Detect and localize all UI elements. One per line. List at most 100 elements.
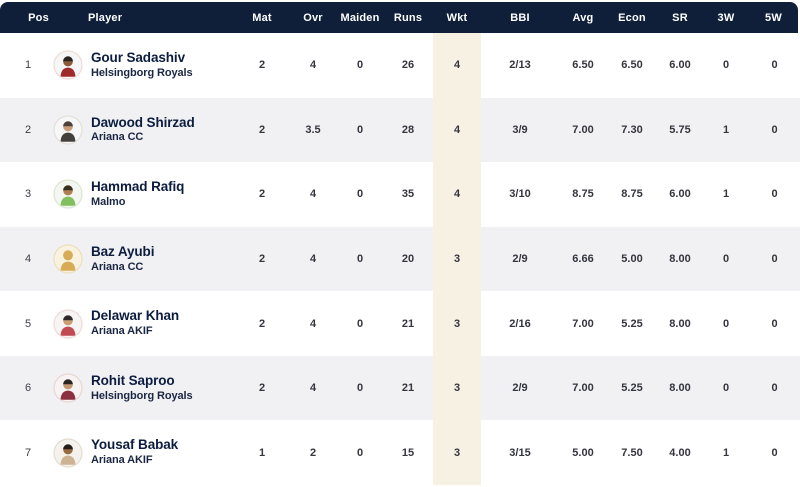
3w-value: 0 <box>722 252 730 265</box>
col-header-bbi: BBI <box>510 11 530 24</box>
3w-value: 0 <box>722 317 730 330</box>
mat-value: 2 <box>258 317 266 330</box>
position-value: 6 <box>25 382 32 395</box>
table-row: 4 Baz Ayubi Ariana CC 2 4 0 20 3 2/9 6.6… <box>0 226 800 292</box>
maiden-value: 0 <box>356 188 364 201</box>
avg-value: 6.66 <box>572 252 594 265</box>
player-name: Delawar Khan <box>91 308 180 324</box>
5w-value: 0 <box>771 446 778 459</box>
sr-value: 6.00 <box>669 188 691 201</box>
3w-value: 0 <box>722 382 730 395</box>
table-row: 1 Gour Sadashiv Helsingborg Royals 2 4 0… <box>0 33 800 98</box>
player-team: Helsingborg Royals <box>91 389 193 402</box>
col-header-runs: Runs <box>393 11 423 24</box>
econ-value: 7.50 <box>621 446 643 459</box>
mat-value: 2 <box>258 252 266 265</box>
econ-value: 6.50 <box>621 59 643 72</box>
col-header-mat: Mat <box>252 11 272 24</box>
col-header-ovr: Ovr <box>303 11 323 24</box>
5w-value: 0 <box>771 382 778 395</box>
player-team: Ariana CC <box>91 131 144 144</box>
avg-value: 6.50 <box>572 59 594 72</box>
avg-value: 7.00 <box>572 382 594 395</box>
player-name: Rohit Saproo <box>91 372 175 388</box>
ovr-value: 4 <box>309 252 317 265</box>
col-header-wkt: Wkt <box>446 11 468 24</box>
wkt-value: 3 <box>433 226 481 292</box>
sr-value: 4.00 <box>669 446 691 459</box>
player-team: Ariana AKIF <box>91 454 153 467</box>
bbi-value: 2/9 <box>512 252 528 265</box>
table-body: 1 Gour Sadashiv Helsingborg Royals 2 4 0… <box>0 33 800 485</box>
wkt-value: 3 <box>433 420 481 485</box>
player-name: Hammad Rafiq <box>91 179 185 195</box>
col-header-avg: Avg <box>572 11 594 24</box>
position-value: 1 <box>25 59 32 72</box>
player-avatar <box>53 179 83 210</box>
table-row: 2 Dawood Shirzad Ariana CC 2 3.5 0 28 4 … <box>0 97 800 163</box>
econ-value: 8.75 <box>621 188 643 201</box>
position-value: 7 <box>25 446 32 459</box>
table-row: 5 Delawar Khan Ariana AKIF 2 4 0 21 3 2/… <box>0 291 800 356</box>
5w-value: 0 <box>771 188 778 201</box>
player-cell: Hammad Rafiq Malmo <box>53 179 235 210</box>
position-value: 4 <box>25 252 32 265</box>
3w-value: 1 <box>722 123 730 136</box>
player-avatar <box>53 373 83 403</box>
mat-value: 2 <box>258 123 266 136</box>
maiden-value: 0 <box>356 382 364 395</box>
maiden-value: 0 <box>356 123 364 136</box>
ovr-value: 4 <box>309 188 317 201</box>
5w-value: 0 <box>771 317 778 330</box>
wkt-value: 3 <box>433 291 481 356</box>
5w-value: 0 <box>771 59 778 72</box>
player-cell: Delawar Khan Ariana AKIF <box>53 308 235 339</box>
col-header-sr: SR <box>672 11 688 24</box>
ovr-value: 4 <box>309 382 317 395</box>
runs-value: 26 <box>401 59 415 72</box>
table-row: 6 Rohit Saproo Helsingborg Royals 2 4 0 … <box>0 355 800 421</box>
col-header-econ: Econ <box>618 11 646 24</box>
avg-value: 7.00 <box>572 123 594 136</box>
player-cell: Baz Ayubi Ariana CC <box>53 244 235 275</box>
runs-value: 28 <box>401 123 415 136</box>
sr-value: 8.00 <box>669 382 691 395</box>
player-cell: Dawood Shirzad Ariana CC <box>53 115 235 146</box>
player-team: Malmo <box>91 195 126 208</box>
wkt-value: 4 <box>433 97 481 163</box>
sr-value: 8.00 <box>669 252 691 265</box>
bbi-value: 2/9 <box>512 382 528 395</box>
sr-value: 6.00 <box>669 59 691 72</box>
maiden-value: 0 <box>356 317 364 330</box>
player-team: Ariana CC <box>91 260 144 273</box>
5w-value: 0 <box>771 123 778 136</box>
player-cell: Rohit Saproo Helsingborg Royals <box>53 373 235 404</box>
mat-value: 2 <box>258 188 266 201</box>
runs-value: 35 <box>401 188 415 201</box>
player-avatar <box>53 244 83 274</box>
runs-value: 20 <box>401 252 415 265</box>
col-header-pos: Pos <box>28 11 49 24</box>
player-avatar <box>53 308 83 339</box>
position-value: 3 <box>25 188 32 201</box>
player-avatar <box>53 50 83 80</box>
wkt-value: 4 <box>433 33 481 98</box>
mat-value: 2 <box>258 59 266 72</box>
bbi-value: 3/10 <box>509 188 531 201</box>
bbi-value: 3/9 <box>512 123 528 136</box>
player-avatar <box>53 438 83 468</box>
col-header-3w: 3W <box>717 11 735 24</box>
avg-value: 7.00 <box>572 317 594 330</box>
player-name: Gour Sadashiv <box>91 49 185 65</box>
bbi-value: 3/15 <box>509 446 531 459</box>
maiden-value: 0 <box>356 446 364 459</box>
wkt-value: 3 <box>433 355 481 421</box>
wkt-value: 4 <box>433 162 481 227</box>
econ-value: 5.25 <box>621 382 643 395</box>
ovr-value: 2 <box>309 446 317 459</box>
maiden-value: 0 <box>356 59 364 72</box>
sr-value: 8.00 <box>669 317 691 330</box>
sr-value: 5.75 <box>669 123 691 136</box>
col-header-player: Player <box>88 11 123 24</box>
avg-value: 8.75 <box>572 188 594 201</box>
